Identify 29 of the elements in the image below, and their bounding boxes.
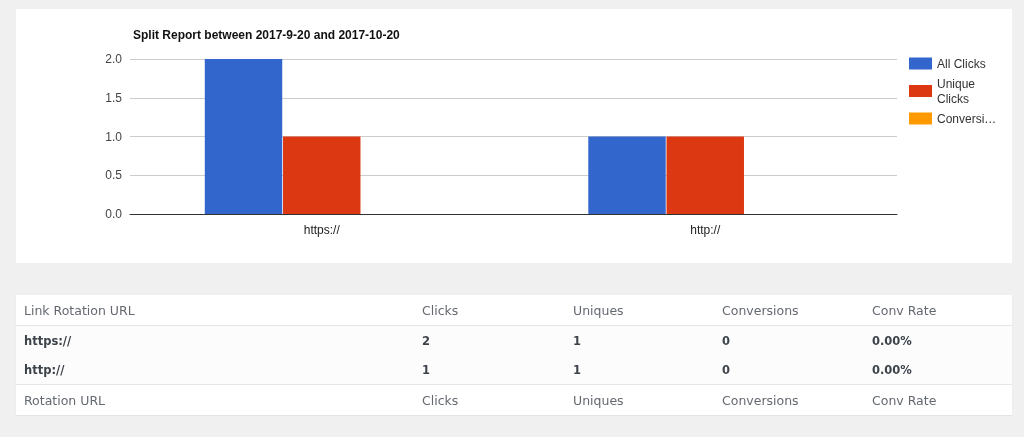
text: Conversions (722, 302, 799, 318)
text: 1 (573, 333, 582, 348)
legend-label: Unique Clicks (937, 76, 979, 106)
y-tick-label: 1.5 (105, 90, 123, 105)
y-tick-label: 1.0 (105, 129, 123, 144)
text: Clicks (422, 302, 459, 318)
y-tick-label: 0.0 (105, 207, 123, 221)
text: Conv Rate (872, 302, 937, 318)
text: 0.00% (872, 333, 912, 348)
text: Link Rotation URL (24, 302, 135, 318)
legend-label: All Clicks (937, 56, 986, 71)
text: http:// (24, 362, 65, 377)
y-tick-label: 0.5 (105, 168, 123, 183)
text: Clicks (422, 392, 459, 408)
text: 0 (722, 333, 731, 348)
legend-label: Conversi… (937, 111, 997, 126)
text: 1 (573, 362, 582, 377)
chart-title: Split Report between 2017-9-20 and 2017-10-20 (133, 28, 401, 42)
text: 1 (422, 362, 431, 377)
text: Conv Rate (872, 392, 937, 408)
text: https:// (24, 333, 72, 348)
text: Conversions (722, 392, 799, 408)
text: 2 (422, 333, 431, 348)
text: Uniques (573, 302, 624, 318)
y-tick-label: 2.0 (105, 52, 123, 66)
text: 0.00% (872, 362, 912, 377)
text: 0 (722, 362, 731, 377)
text: Uniques (573, 392, 624, 408)
text: Rotation URL (24, 392, 106, 408)
